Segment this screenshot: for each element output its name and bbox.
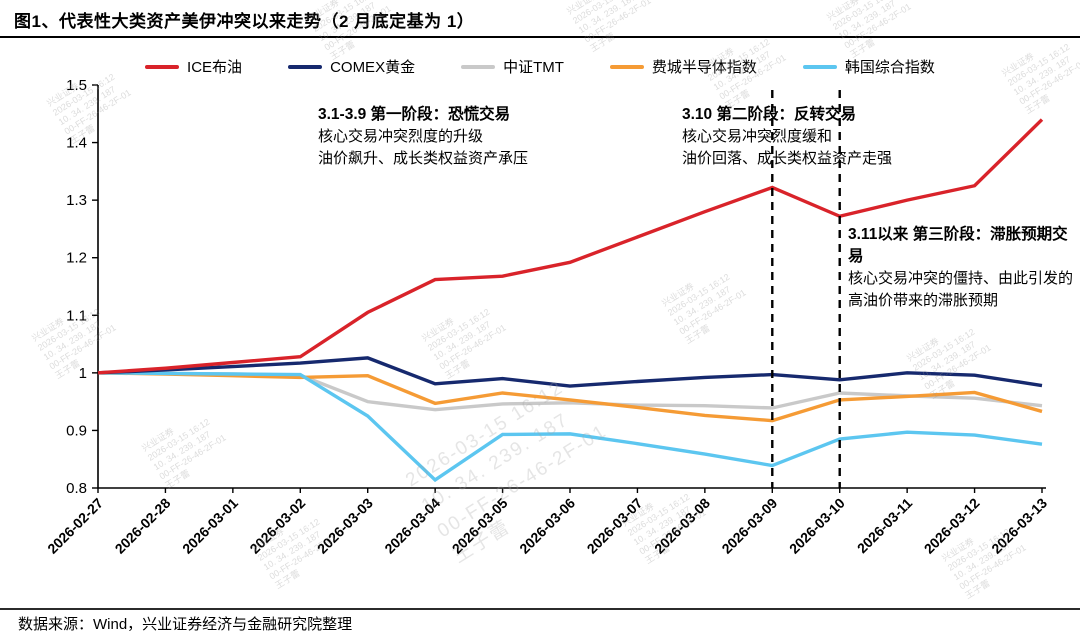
y-tick-label: 1 (79, 365, 87, 382)
x-tick-label: 2026-03-07 (584, 495, 646, 557)
x-tick-label: 2026-02-28 (112, 495, 174, 557)
legend-item-ICE布油: ICE布油 (145, 56, 242, 77)
annotation-phase2-line1: 核心交易冲突烈度缓和 (682, 128, 833, 145)
legend-label: 韩国综合指数 (844, 59, 935, 76)
source-divider (0, 608, 1080, 610)
series-line-ICE布油 (97, 118, 1044, 375)
legend-line-icon (609, 64, 644, 69)
annotation-phase1-title: 3.1-3.9 第一阶段：恐慌交易 (318, 106, 511, 123)
legend-line-icon (288, 64, 323, 69)
legend-line-icon (145, 64, 180, 69)
title-divider (0, 36, 1080, 38)
data-source-note: 数据来源：Wind，兴业证券经济与金融研究院整理 (18, 616, 353, 633)
y-tick-label: 1.1 (66, 307, 87, 324)
series-line-韩国综合指数 (97, 371, 1043, 483)
x-tick-label: 2026-03-03 (314, 495, 376, 557)
annotation-phase1: 3.1-3.9 第一阶段：恐慌交易 核心交易冲突烈度的升级 油价飙升、成长类权益… (318, 104, 608, 170)
page-title: 图1、代表性大类资产美伊冲突以来走势（2 月底定基为 1） (14, 12, 475, 31)
y-tick-label: 0.9 (66, 422, 87, 439)
x-tick-label: 2026-02-27 (44, 495, 106, 557)
chart-legend: ICE布油 COMEX黄金 中证TMT 费城半导体指数 韩国综合指数 (0, 56, 1080, 77)
series-line-COMEX黄金 (97, 356, 1043, 388)
y-tick-label: 1.3 (66, 192, 87, 209)
legend-item-费城半导体指数: 费城半导体指数 (609, 56, 757, 77)
legend-label: 费城半导体指数 (651, 59, 757, 76)
annotation-phase3-title: 3.11以来 第三阶段：滞胀预期交易 (848, 226, 1068, 265)
legend-label: ICE布油 (187, 59, 243, 76)
legend-line-icon (461, 64, 496, 69)
y-tick-label: 0.8 (66, 480, 87, 497)
legend-label: COMEX黄金 (330, 59, 416, 76)
x-tick-label: 2026-03-11 (854, 495, 916, 557)
y-tick-label: 1.5 (66, 77, 87, 94)
x-tick-label: 2026-03-06 (516, 495, 578, 557)
annotation-phase2-title: 3.10 第二阶段：反转交易 (682, 106, 856, 123)
y-tick-label: 1.2 (66, 250, 87, 267)
x-tick-label: 2026-03-02 (246, 495, 308, 557)
x-tick-label: 2026-03-09 (718, 495, 780, 557)
annotation-phase1-line1: 核心交易冲突烈度的升级 (318, 128, 484, 145)
x-tick-label: 2026-03-12 (921, 495, 983, 557)
annotation-phase2: 3.10 第二阶段：反转交易 核心交易冲突烈度缓和 油价回落、成长类权益资产走强 (682, 104, 972, 170)
series-line-中证TMT (97, 371, 1043, 412)
series-line-费城半导体指数 (97, 371, 1043, 423)
annotation-phase2-line2: 油价回落、成长类权益资产走强 (682, 150, 893, 167)
x-tick-label: 2026-03-13 (988, 495, 1050, 557)
y-tick-label: 1.4 (66, 135, 87, 152)
annotation-phase3: 3.11以来 第三阶段：滞胀预期交易 核心交易冲突的僵持、由此引发的高油价带来的… (848, 224, 1080, 312)
x-tick-label: 2026-03-01 (179, 495, 241, 557)
annotation-phase3-line1: 核心交易冲突的僵持、由此引发的高油价带来的滞胀预期 (848, 270, 1074, 309)
legend-item-COMEX黄金: COMEX黄金 (288, 56, 415, 77)
legend-item-中证TMT: 中证TMT (461, 56, 564, 77)
legend-label: 中证TMT (503, 59, 564, 76)
legend-item-韩国综合指数: 韩国综合指数 (802, 56, 935, 77)
x-tick-label: 2026-03-10 (786, 495, 848, 557)
x-tick-label: 2026-03-04 (381, 495, 443, 557)
annotation-phase1-line2: 油价飙升、成长类权益资产承压 (318, 150, 529, 167)
legend-line-icon (802, 64, 837, 69)
x-tick-label: 2026-03-05 (449, 495, 511, 557)
x-tick-label: 2026-03-08 (651, 495, 713, 557)
